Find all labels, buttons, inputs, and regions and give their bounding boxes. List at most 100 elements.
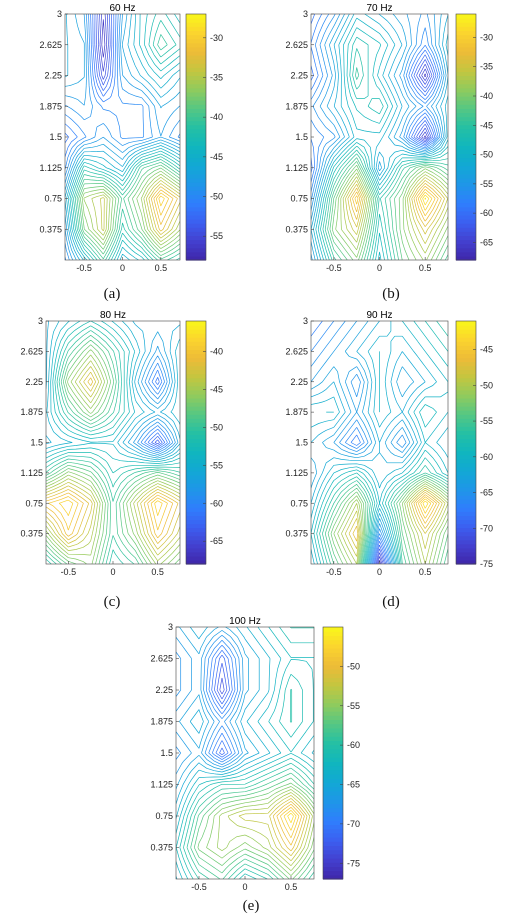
colorbar-tick-label: -65 (480, 237, 493, 247)
contour-level (330, 479, 448, 564)
contour-level (352, 186, 439, 222)
colorbar-segment (186, 55, 206, 60)
contour-panel-1: 60 Hz -0.5 0 0.5 0.375 0.75 1.125 1.5 1.875 2.25 2… (39, 3, 223, 273)
contour-level (311, 321, 448, 564)
panel-title: 60 Hz (109, 3, 135, 14)
colorbar-segment (186, 381, 206, 387)
contour-level (94, 14, 113, 91)
colorbar-segment (323, 803, 343, 809)
colorbar-segment (323, 820, 343, 825)
colorbar: -50 -55 -60 -65 -70 -75 (322, 626, 360, 880)
colorbar-segment (456, 353, 476, 359)
colorbar-segment (456, 349, 476, 354)
contour-level (311, 321, 411, 564)
contour-level (352, 492, 440, 542)
contour-level (206, 786, 314, 876)
colorbar-segment (323, 782, 343, 788)
colorbar-segment (186, 341, 206, 346)
colorbar-tick-label: -55 (480, 179, 493, 189)
colorbar-segment (186, 87, 206, 93)
colorbar-segment (186, 178, 206, 183)
colorbar-segment (186, 393, 206, 399)
colorbar-segment (323, 769, 343, 775)
colorbar-segment (186, 206, 206, 212)
colorbar-segment (456, 157, 476, 163)
colorbar-segment (323, 706, 343, 712)
colorbar-segment (456, 75, 476, 81)
colorbar-segment (323, 694, 343, 699)
colorbar-segment (456, 239, 476, 245)
colorbar-segment (186, 100, 206, 105)
colorbar-segment (456, 446, 476, 452)
colorbar-tick-label: -65 (210, 536, 223, 546)
y-tick-label: 0.75 (290, 194, 308, 204)
colorbar-segment (186, 547, 206, 553)
colorbar-segment (456, 438, 476, 444)
colorbar-segment (456, 42, 476, 48)
colorbar-segment (186, 543, 206, 549)
colorbar-segment (186, 75, 206, 81)
colorbar-segment (186, 337, 206, 342)
colorbar-segment (186, 402, 206, 407)
contour-level (311, 14, 447, 260)
colorbar-segment (456, 503, 476, 508)
colorbar-tick-label: -60 (347, 740, 360, 750)
colorbar-segment (456, 414, 476, 419)
colorbar-segment (186, 83, 206, 89)
colorbar-segment (186, 406, 206, 411)
contour-level (46, 321, 180, 474)
colorbar-segment (456, 63, 476, 68)
y-tick-label: 1.875 (20, 407, 43, 417)
colorbar-segment (186, 214, 206, 220)
colorbar-segment (456, 243, 476, 249)
colorbar-segment (186, 466, 206, 472)
colorbar-segment (186, 137, 206, 142)
colorbar-tick-label: -70 (480, 523, 493, 533)
contour-level (216, 663, 228, 700)
contour-level (329, 161, 448, 260)
colorbar-tick-label: -45 (480, 345, 493, 355)
y-tick-label: 0.75 (290, 498, 308, 508)
colorbar-segment (456, 474, 476, 480)
colorbar-segment (186, 79, 206, 85)
colorbar-segment (456, 194, 476, 200)
colorbar-segment (186, 247, 206, 253)
colorbar-segment (186, 345, 206, 350)
colorbar-segment (323, 698, 343, 704)
colorbar-segment (186, 91, 206, 97)
contour-level (48, 496, 168, 531)
contour-level (269, 798, 308, 857)
colorbar-segment (186, 173, 206, 179)
colorbar-segment (456, 26, 476, 31)
plot-frame (45, 320, 181, 565)
colorbar-tick-label: -65 (480, 488, 493, 498)
colorbar-segment (186, 198, 206, 204)
colorbar-segment (186, 50, 206, 56)
colorbar-segment (456, 87, 476, 93)
contour-level (65, 14, 117, 158)
contour-level (320, 36, 448, 260)
colorbar-segment (456, 410, 476, 415)
y-tick-label: 0.75 (44, 194, 62, 204)
colorbar-segment (323, 774, 343, 779)
colorbar-segment (186, 46, 206, 52)
colorbar-segment (323, 673, 343, 678)
colorbar-segment (186, 165, 206, 171)
colorbar-segment (186, 124, 206, 130)
contour-level (315, 17, 448, 260)
contour-level (345, 177, 448, 244)
contour-level (311, 14, 439, 183)
contour-level (227, 792, 313, 866)
colorbar-tick-label: -40 (210, 112, 223, 122)
colorbar-segment (323, 757, 343, 762)
contour-level (417, 496, 435, 519)
colorbar-tick-label: -55 (480, 416, 493, 426)
contour-level (127, 331, 179, 457)
contour-level (376, 552, 384, 564)
colorbar-segment (186, 132, 206, 138)
x-tick-label: 0 (377, 567, 382, 577)
colorbar-segment (186, 442, 206, 448)
contour-level (317, 27, 448, 260)
colorbar-segment (186, 231, 206, 236)
y-tick-label: 1.125 (39, 163, 62, 173)
